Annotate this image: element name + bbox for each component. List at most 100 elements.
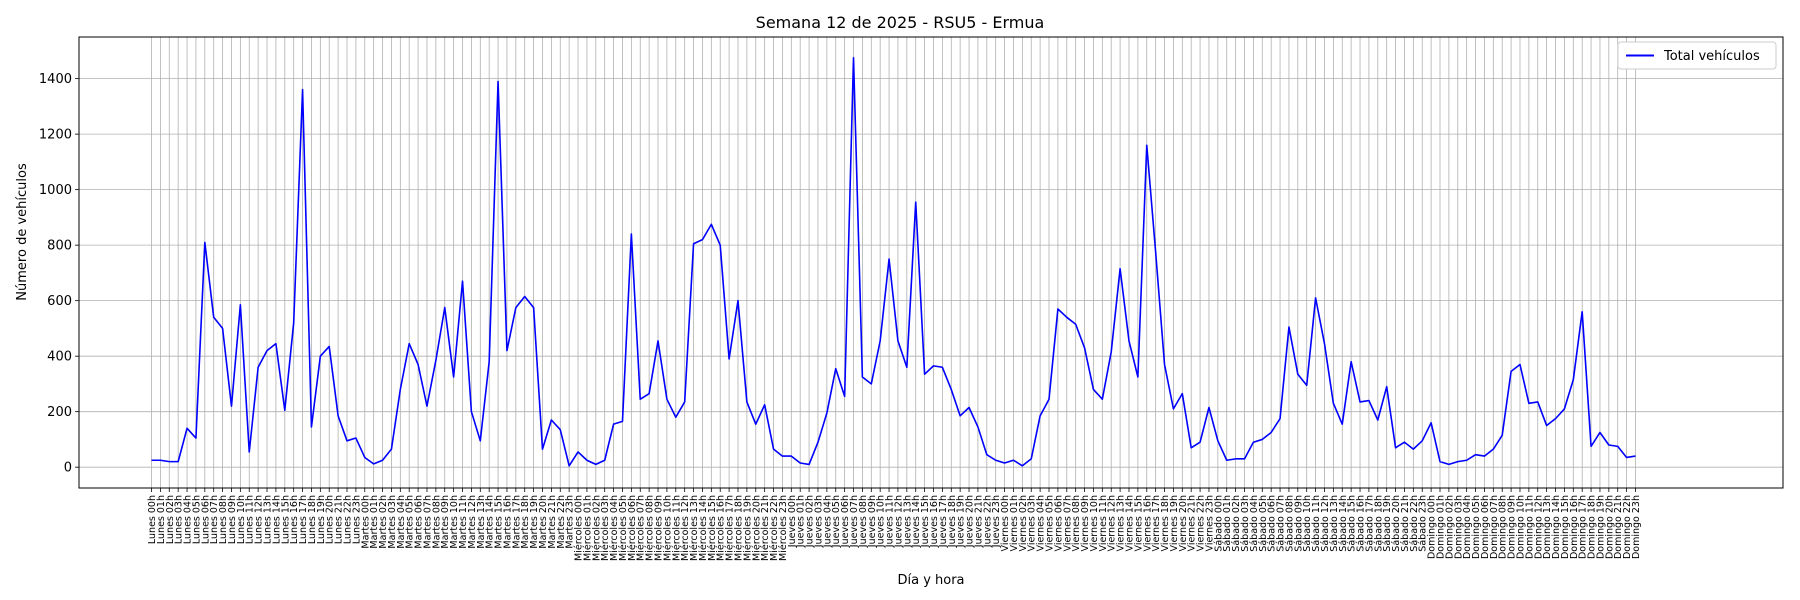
x-tick-label: Jueves 09h [867,495,878,548]
x-tick-label: Domingo 06h [1480,495,1491,559]
x-tick-label: Viernes 13h [1116,495,1127,551]
x-tick-label: Miércoles 01h [582,495,593,561]
x-tick-label: Lunes 03h [174,495,185,544]
x-tick-label: Jueves 08h [858,495,869,548]
x-tick-label: Sábado 12h [1320,495,1331,552]
x-tick-label: Lunes 04h [183,495,194,544]
x-tick-label: Miércoles 17h [725,495,736,561]
x-tick-label: Jueves 15h [920,495,931,548]
plot-area-frame [78,36,1784,489]
x-tick-label: Martes 10h [449,495,460,549]
x-tick-label: Domingo 12h [1533,495,1544,559]
x-tick-label: Miércoles 23h [778,495,789,561]
x-tick-label: Domingo 13h [1542,495,1553,559]
x-tick-label: Miércoles 21h [760,495,771,561]
x-tick-label: Domingo 17h [1578,495,1589,559]
x-tick-label: Miércoles 00h [574,495,585,561]
x-tick-label: Martes 02h [378,495,389,549]
x-tick-label: Viernes 20h [1178,495,1189,551]
x-tick-label: Jueves 06h [840,495,851,548]
x-tick-label: Domingo 07h [1489,495,1500,559]
chart-title: Semana 12 de 2025 - RSU5 - Ermua [756,13,1045,32]
x-tick-label: Lunes 05h [191,495,202,544]
x-tick-label: Viernes 16h [1142,495,1153,551]
x-tick-label: Miércoles 20h [751,495,762,561]
x-tick-label: Miércoles 22h [769,495,780,561]
x-tick-label: Miércoles 06h [627,495,638,561]
y-tick-label: 800 [47,239,72,254]
x-tick-label: Lunes 18h [307,495,318,544]
x-tick-label: Sábado 07h [1276,495,1287,552]
x-tick-label: Sábado 03h [1240,495,1251,552]
x-tick-label: Jueves 05h [831,495,842,548]
x-tick-label: Miércoles 10h [662,495,673,561]
x-tick-label: Viernes 11h [1098,495,1109,551]
x-tick-label: Sábado 11h [1311,495,1322,552]
x-tick-label: Domingo 18h [1587,495,1598,559]
y-axis-label: Número de vehículos [15,163,30,301]
x-tick-label: Jueves 21h [973,495,984,548]
x-tick-label: Viernes 18h [1160,495,1171,551]
legend-label: Total vehículos [1663,49,1760,64]
x-tick-label: Viernes 10h [1089,495,1100,551]
x-tick-label: Domingo 03h [1453,495,1464,559]
x-tick-label: Miércoles 05h [618,495,629,561]
x-tick-label: Jueves 22h [982,495,993,548]
x-tick-label: Viernes 17h [1151,495,1162,551]
x-tick-label: Lunes 22h [342,495,353,544]
x-tick-label: Viernes 22h [1196,495,1207,551]
x-tick-label: Lunes 20h [325,495,336,544]
x-tick-label: Martes 06h [414,495,425,549]
x-tick-label: Lunes 07h [209,495,220,544]
x-tick-label: Sábado 10h [1302,495,1313,552]
x-tick-label: Jueves 13h [902,495,913,548]
x-tick-label: Domingo 14h [1551,495,1562,559]
y-tick-label: 200 [47,405,72,420]
x-tick-label: Domingo 20h [1604,495,1615,559]
x-tick-label: Martes 12h [467,495,478,549]
x-tick-label: Lunes 00h [147,495,158,544]
x-tick-label: Jueves 02h [805,495,816,548]
x-tick-label: Lunes 08h [218,495,229,544]
x-tick-label: Lunes 12h [254,495,265,544]
x-tick-label: Viernes 02h [1018,495,1029,551]
x-tick-label: Jueves 07h [849,495,860,548]
legend: Total vehículos [1617,41,1777,70]
x-tick-label: Sábado 02h [1231,495,1242,552]
x-tick-label: Viernes 15h [1133,495,1144,551]
x-tick-label: Domingo 08h [1498,495,1509,559]
x-tick-label: Sábado 19h [1382,495,1393,552]
x-tick-label: Jueves 14h [911,495,922,548]
x-axis-label: Día y hora [897,573,964,588]
y-tick-label: 600 [47,294,72,309]
x-tick-label: Jueves 01h [796,495,807,548]
x-tick-label: Miércoles 11h [671,495,682,561]
x-tick-label: Viernes 06h [1053,495,1064,551]
x-tick-label: Lunes 17h [298,495,309,544]
x-tick-label: Sábado 09h [1293,495,1304,552]
y-tick-label: 400 [47,350,72,365]
x-tick-label: Martes 18h [520,495,531,549]
x-tick-label: Viernes 19h [1169,495,1180,551]
x-tick-label: Domingo 11h [1524,495,1535,559]
x-tick-label: Domingo 09h [1507,495,1518,559]
x-tick-label: Viernes 01h [1009,495,1020,551]
x-tick-label: Jueves 17h [938,495,949,548]
x-tick-label: Miércoles 03h [600,495,611,561]
legend-frame [1617,41,1777,70]
x-tick-label: Miércoles 08h [645,495,656,561]
x-tick-label: Sábado 18h [1373,495,1384,552]
x-tick-label: Miércoles 02h [591,495,602,561]
x-tick-label: Miércoles 13h [689,495,700,561]
x-tick-label: Sábado 22h [1409,495,1420,552]
y-tick-label: 0 [64,461,72,476]
x-tick-label: Martes 15h [494,495,505,549]
x-tick-label: Lunes 19h [316,495,327,544]
x-tick-label: Jueves 23h [991,495,1002,548]
x-tick-label: Sábado 04h [1249,495,1260,552]
x-tick-label: Jueves 04h [822,495,833,548]
x-tick-label: Jueves 20h [965,495,976,548]
y-tick-label: 1000 [39,183,72,198]
x-tick-label: Sábado 20h [1391,495,1402,552]
